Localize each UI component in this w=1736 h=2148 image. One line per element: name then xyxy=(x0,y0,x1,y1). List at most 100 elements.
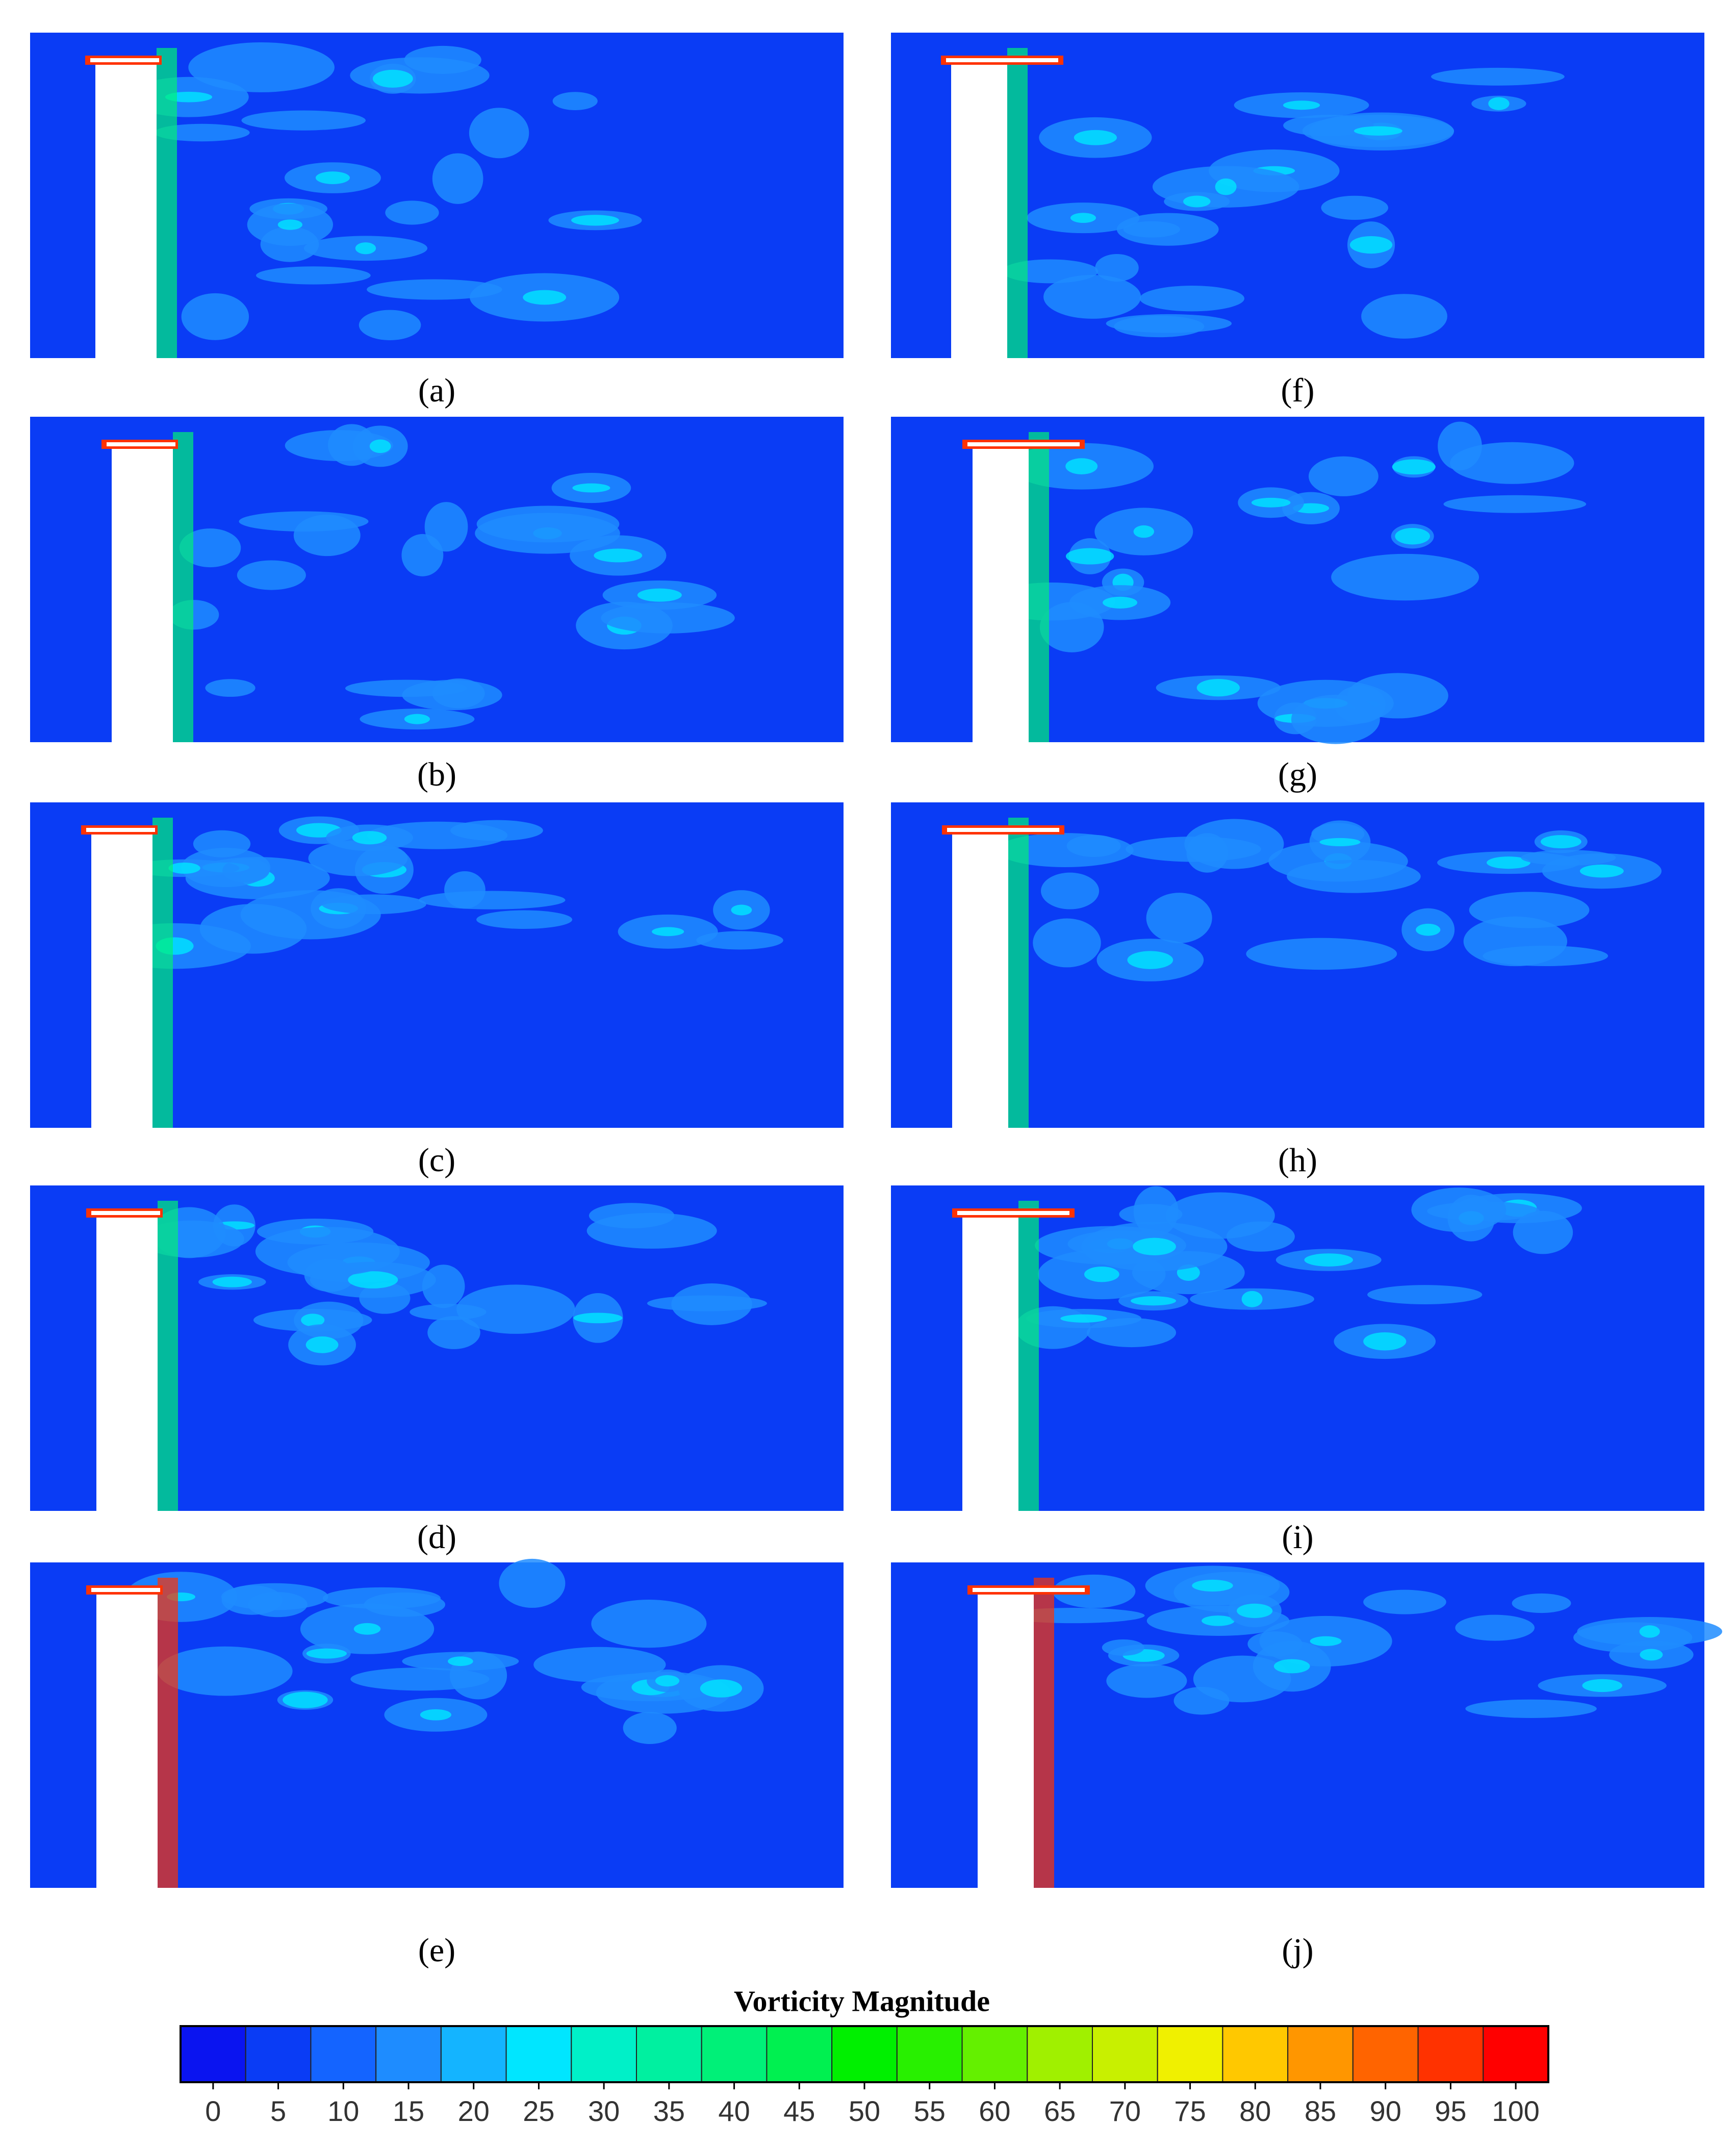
vortex-core xyxy=(1319,838,1361,846)
vortex-core xyxy=(652,927,684,937)
vortex-core xyxy=(305,1336,339,1353)
panel-label: (a) xyxy=(418,372,455,409)
vortex-region xyxy=(1291,694,1380,744)
contour-panel xyxy=(30,1558,844,1888)
vortex-region xyxy=(1173,1686,1230,1715)
vortex-core xyxy=(352,831,387,845)
structure xyxy=(951,63,1007,358)
vortex-region xyxy=(623,1712,677,1745)
vortex-region xyxy=(179,528,241,568)
vortex-region xyxy=(193,830,251,857)
vortex-core xyxy=(283,1691,328,1708)
vortex-core xyxy=(571,215,619,226)
vortex-region xyxy=(469,108,529,159)
vortex-region xyxy=(1053,1574,1136,1608)
contour-panel xyxy=(891,802,1704,1128)
roof-top xyxy=(107,442,175,446)
roof-top xyxy=(946,58,1058,62)
vortex-region xyxy=(1246,938,1397,970)
vortex-core xyxy=(1283,100,1320,110)
vortex-region xyxy=(1450,442,1574,484)
vortex-region xyxy=(432,153,483,204)
roof-top xyxy=(90,58,159,62)
vortex-core xyxy=(277,219,302,230)
vortex-region xyxy=(321,894,426,915)
vortex-core xyxy=(1579,864,1624,878)
vortex-region xyxy=(647,1295,767,1311)
vortex-region xyxy=(1226,1221,1295,1252)
contour-panel xyxy=(30,802,844,1128)
colorbar-cell xyxy=(961,2026,1028,2083)
vortex-region xyxy=(997,833,1134,868)
vortex-region xyxy=(322,1587,441,1609)
vortex-region xyxy=(350,1667,490,1691)
colorbar-tick-label: 95 xyxy=(1435,2095,1466,2127)
roof-top xyxy=(967,442,1080,446)
colorbar-cell xyxy=(1027,2026,1093,2083)
vortex-core xyxy=(1065,458,1098,474)
contour-panel xyxy=(891,1562,1722,1888)
colorbar-tick-label: 10 xyxy=(327,2095,359,2127)
vortex-core xyxy=(212,1276,252,1287)
vortex-region xyxy=(1443,495,1587,513)
shear-layer xyxy=(157,48,177,358)
vortex-core xyxy=(523,290,567,305)
colorbar-tick-label: 90 xyxy=(1370,2095,1401,2127)
contour-panel xyxy=(30,1185,844,1511)
vortex-core xyxy=(448,1656,473,1666)
panel-label: (b) xyxy=(417,756,456,793)
colorbar-tick-label: 50 xyxy=(849,2095,880,2127)
colorbar-cell xyxy=(1222,2026,1289,2083)
colorbar-cell xyxy=(245,2026,312,2083)
vortex-region xyxy=(1411,1187,1507,1232)
panel-label: (i) xyxy=(1282,1519,1313,1556)
vortex-region xyxy=(1361,294,1447,339)
colorbar-tick-label: 20 xyxy=(458,2095,490,2127)
colorbar-tick-label: 70 xyxy=(1109,2095,1141,2127)
vortex-core xyxy=(1416,923,1441,936)
vortex-region xyxy=(1123,221,1181,238)
shear-layer xyxy=(1034,1578,1054,1888)
vortex-region xyxy=(601,602,735,634)
vortex-region xyxy=(419,891,566,909)
vortex-core xyxy=(1304,1253,1354,1267)
vortex-core xyxy=(301,1313,325,1327)
structure xyxy=(96,1593,158,1888)
colorbar-cell xyxy=(505,2026,572,2083)
vortex-core xyxy=(1237,1603,1273,1619)
vortex-region xyxy=(1483,946,1609,967)
vortex-region xyxy=(1095,254,1139,282)
structure xyxy=(95,63,157,358)
vortex-region xyxy=(237,560,306,590)
vortex-core xyxy=(306,1648,347,1659)
colorbar-tick-label: 60 xyxy=(979,2095,1010,2127)
shear-layer xyxy=(1029,432,1049,742)
vortex-region xyxy=(221,1585,283,1615)
vortex-region xyxy=(432,678,485,709)
panel-label: (f) xyxy=(1281,372,1315,409)
vortex-region xyxy=(222,858,270,883)
shear-layer xyxy=(158,1578,178,1888)
panel-label: (h) xyxy=(1278,1142,1317,1179)
colorbar-tick-label: 80 xyxy=(1239,2095,1271,2127)
contour-panel xyxy=(891,417,1704,744)
colorbar-cell xyxy=(636,2026,702,2083)
shear-layer xyxy=(152,818,173,1128)
structure xyxy=(91,833,152,1128)
colorbar-cell xyxy=(831,2026,898,2083)
vortex-region xyxy=(205,679,256,697)
vortex-region xyxy=(1455,1614,1535,1641)
vortex-region xyxy=(293,514,361,557)
shear-layer xyxy=(1007,48,1028,358)
vortex-core xyxy=(572,483,610,493)
colorbar-cell xyxy=(375,2026,442,2083)
vortex-core xyxy=(594,548,643,563)
colorbar-tick-label: 100 xyxy=(1492,2095,1539,2127)
vortex-region xyxy=(157,1646,293,1696)
vortex-region xyxy=(1465,1699,1597,1718)
vortex-region xyxy=(1308,456,1378,496)
contour-panel xyxy=(30,33,844,358)
vortex-region xyxy=(255,1227,400,1276)
colorbar-cell xyxy=(766,2026,833,2083)
